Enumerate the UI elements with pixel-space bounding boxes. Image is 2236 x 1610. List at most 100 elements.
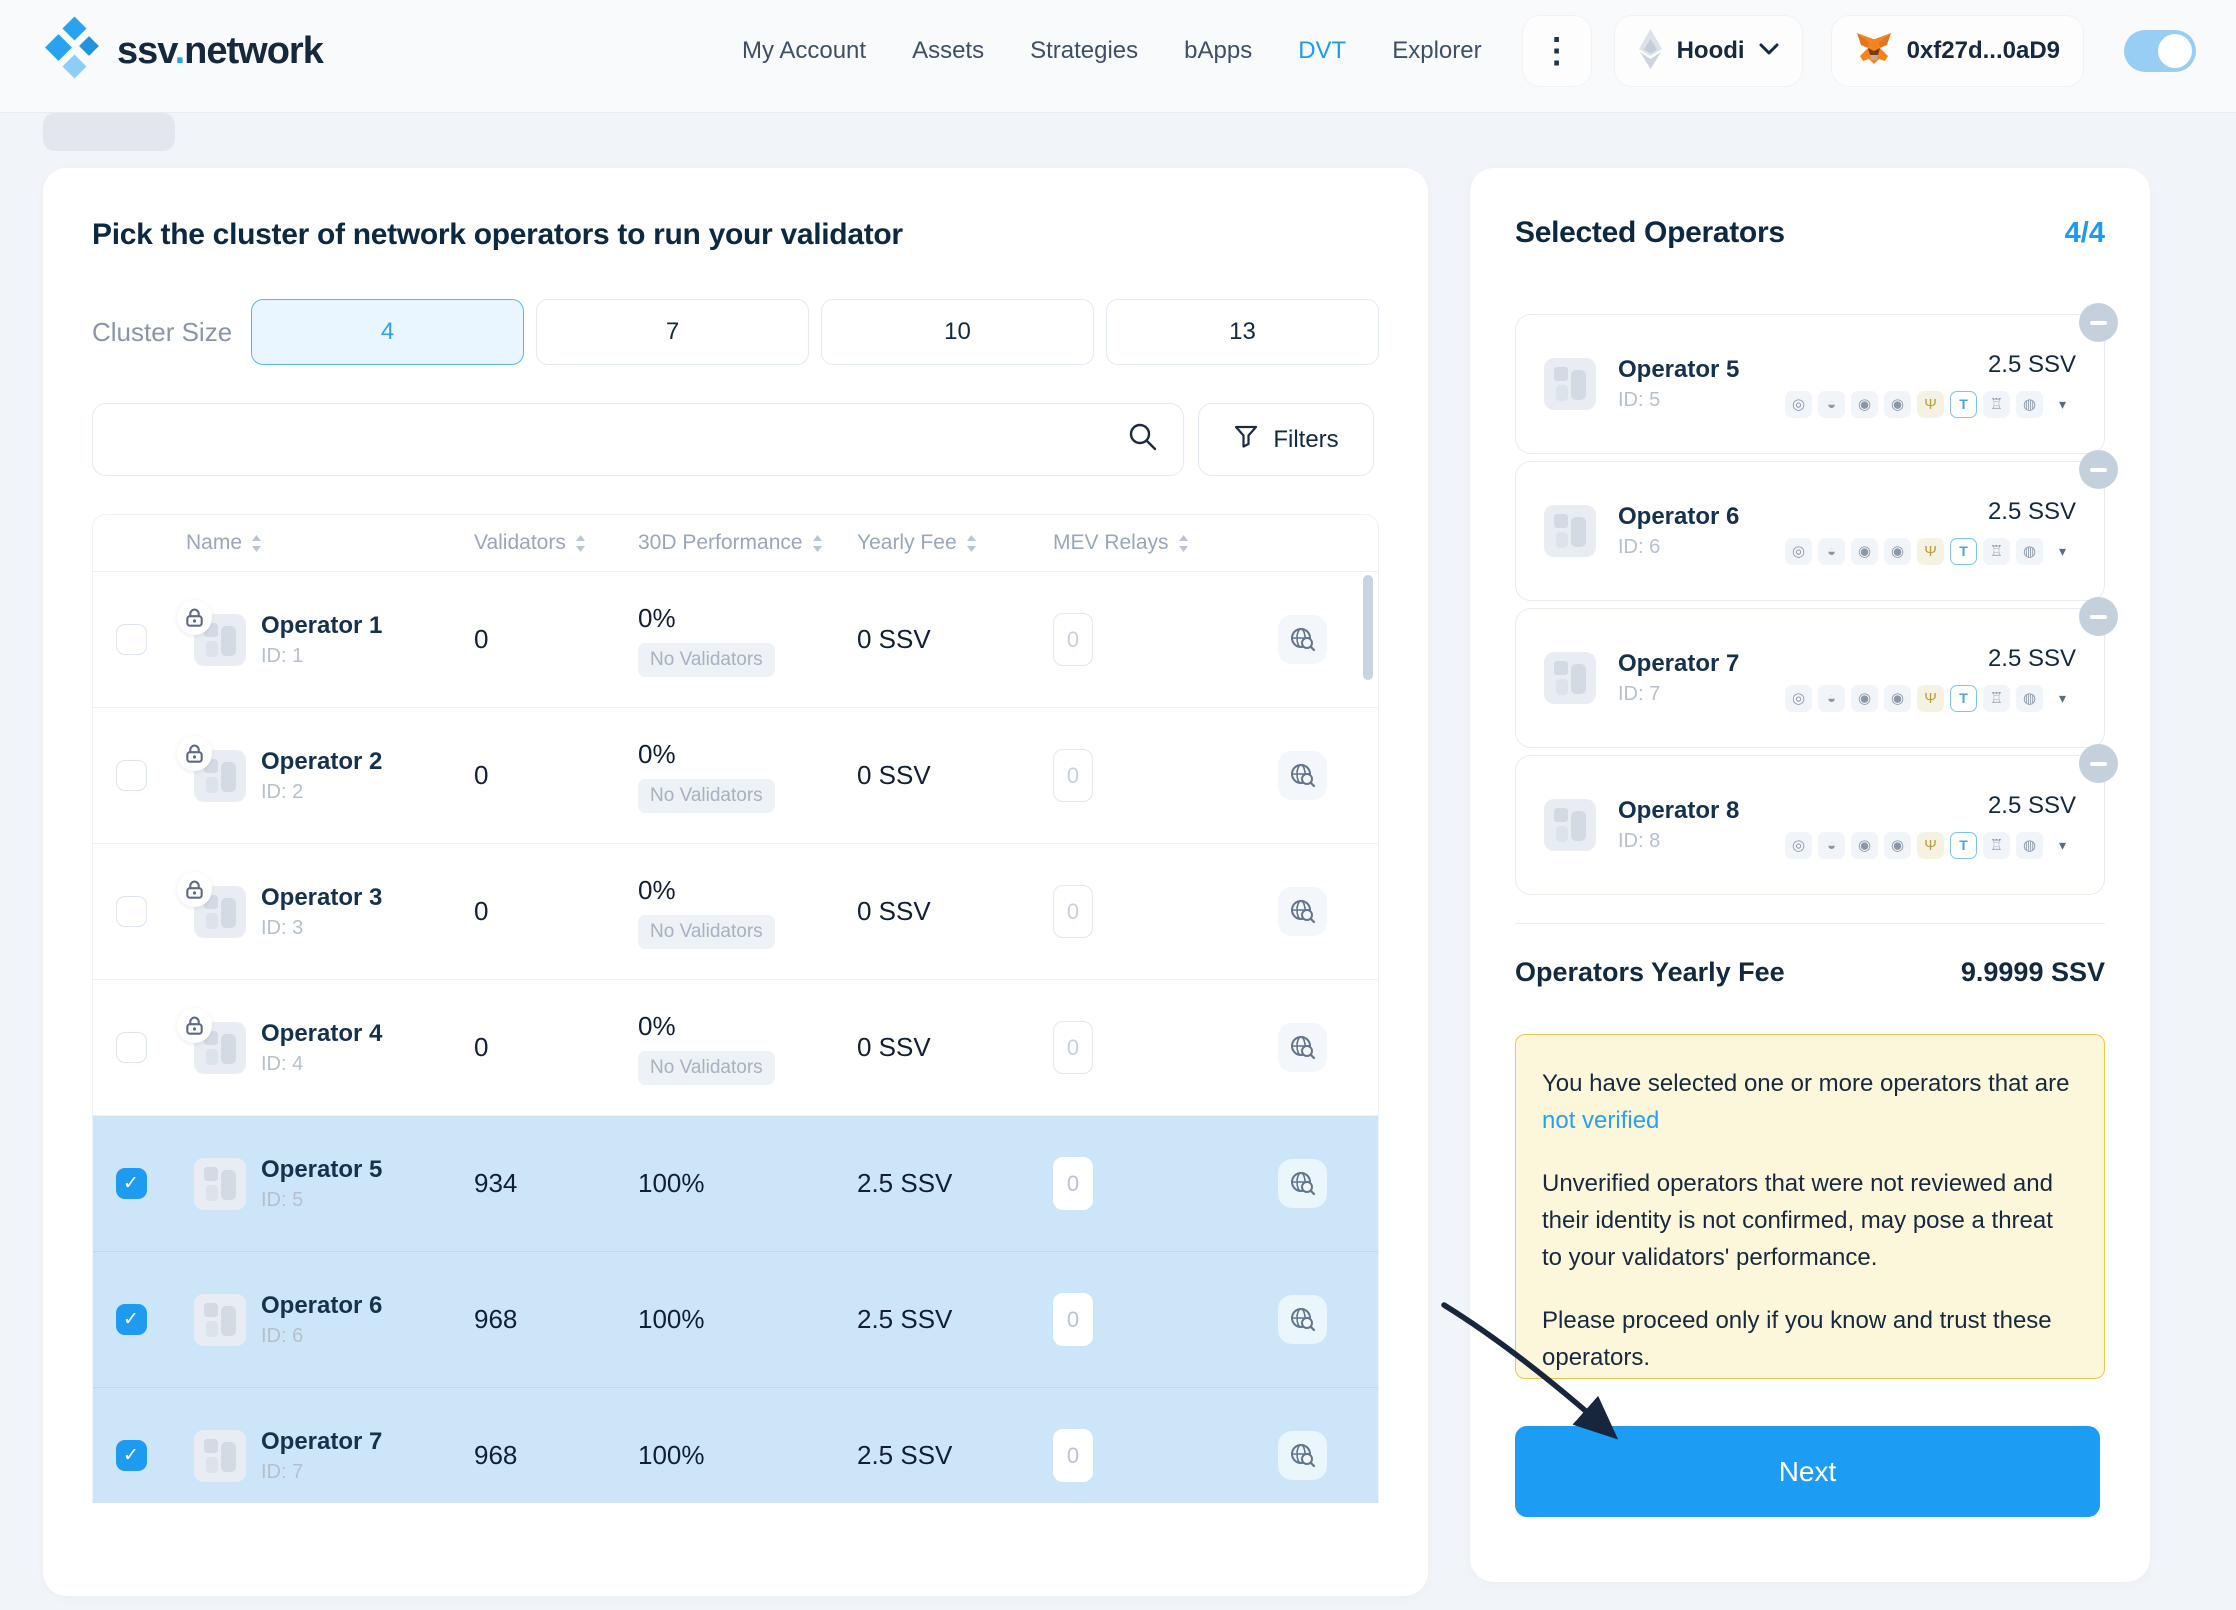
yearly-fee-cell: 2.5 SSV: [857, 1440, 953, 1470]
row-checkbox[interactable]: ✓: [115, 624, 147, 655]
operator-name: Operator 5: [261, 1155, 383, 1183]
validators-count: 968: [474, 1440, 518, 1470]
search-box[interactable]: [92, 403, 1184, 476]
remove-operator-button[interactable]: [2079, 597, 2118, 636]
nav-link-bapps[interactable]: bApps: [1184, 37, 1253, 64]
sort-icon: [812, 534, 822, 552]
operator-avatar: [1544, 505, 1596, 557]
explorer-icon[interactable]: [1278, 1023, 1327, 1072]
cluster-size-option-7[interactable]: 7: [536, 299, 809, 365]
validators-count: 0: [474, 1032, 489, 1062]
column-header-performance[interactable]: 30D Performance: [638, 531, 857, 555]
mev-relay-icon: ◍: [2016, 390, 2043, 418]
remove-operator-button[interactable]: [2079, 303, 2118, 342]
mev-relay-icon: ◉: [1851, 684, 1878, 712]
check-icon: ✓: [123, 1173, 139, 1194]
theme-toggle[interactable]: [2124, 30, 2196, 72]
filters-button[interactable]: Filters: [1198, 403, 1374, 476]
table-row[interactable]: ✓ Operator 2 ID: 2 0 0% No Validators 0 …: [93, 708, 1378, 844]
mev-relays-count[interactable]: 0: [1053, 749, 1093, 802]
nav-link-assets[interactable]: Assets: [912, 37, 985, 64]
table-row[interactable]: ✓ Operator 6 ID: 6 968 100% 2.5 SSV 0: [93, 1252, 1378, 1388]
mev-relays-count[interactable]: 0: [1053, 1021, 1093, 1074]
next-button[interactable]: Next: [1515, 1426, 2100, 1517]
explorer-icon[interactable]: [1278, 615, 1327, 664]
filters-label: Filters: [1273, 425, 1339, 453]
wallet-address: 0xf27d...0aD9: [1906, 37, 2060, 64]
row-checkbox[interactable]: ✓: [115, 1304, 147, 1335]
validators-count: 934: [474, 1168, 518, 1198]
ethereum-icon: [1638, 28, 1663, 74]
table-row[interactable]: ✓ Operator 3 ID: 3 0 0% No Validators 0 …: [93, 844, 1378, 980]
app-logo[interactable]: ssv.network: [45, 15, 324, 87]
lock-icon: [177, 735, 212, 771]
remove-operator-button[interactable]: [2079, 450, 2118, 489]
check-icon: ✓: [123, 1036, 139, 1059]
cluster-size-option-10[interactable]: 10: [821, 299, 1094, 365]
row-checkbox[interactable]: ✓: [115, 1168, 147, 1199]
wallet-button[interactable]: 0xf27d...0aD9: [1830, 15, 2084, 87]
network-selector[interactable]: Hoodi: [1613, 15, 1803, 87]
nav-link-my-account[interactable]: My Account: [742, 37, 867, 64]
operators-table: Name Validators 30D Performance Yearly F…: [92, 514, 1379, 1503]
selected-operator-card: Operator 7 ID: 7 2.5 SSV ◎ ◒ ◉ ◉ Ψ T ♖ ◍ ▾: [1515, 597, 2118, 748]
table-scrollbar[interactable]: [1363, 575, 1373, 680]
mev-relays-count[interactable]: 0: [1053, 1429, 1093, 1482]
mev-relays-count[interactable]: 0: [1053, 885, 1093, 938]
column-header-yearly-fee[interactable]: Yearly Fee: [857, 531, 1053, 555]
nav-link-strategies[interactable]: Strategies: [1030, 37, 1139, 64]
mev-relay-icon: ◍: [2016, 537, 2043, 565]
page-title: Pick the cluster of network operators to…: [92, 218, 903, 251]
row-checkbox[interactable]: ✓: [115, 1032, 147, 1063]
yearly-fee-cell: 0 SSV: [857, 1032, 931, 1062]
operator-name: Operator 7: [261, 1427, 383, 1455]
mev-relay-icon: ◉: [1884, 390, 1911, 418]
table-row[interactable]: ✓ Operator 7 ID: 7 968 100% 2.5 SSV 0: [93, 1388, 1378, 1503]
explorer-icon[interactable]: [1278, 1295, 1327, 1344]
column-header-validators[interactable]: Validators: [474, 531, 638, 555]
operator-fee: 2.5 SSV: [1987, 350, 2076, 378]
search-input[interactable]: [117, 425, 1127, 454]
explorer-icon[interactable]: [1278, 1159, 1327, 1208]
row-checkbox[interactable]: ✓: [115, 896, 147, 927]
table-row[interactable]: ✓ Operator 5 ID: 5 934 100% 2.5 SSV 0: [93, 1116, 1378, 1252]
remove-operator-button[interactable]: [2079, 744, 2118, 783]
mev-relays-count[interactable]: 0: [1053, 1293, 1093, 1346]
mev-relays-count[interactable]: 0: [1053, 613, 1093, 666]
warning-line1: You have selected one or more operators …: [1542, 1070, 2070, 1097]
nav-link-dvt[interactable]: DVT: [1298, 37, 1347, 64]
explorer-icon[interactable]: [1278, 751, 1327, 800]
operator-fee: 2.5 SSV: [1987, 644, 2076, 672]
explorer-icon[interactable]: [1278, 1431, 1327, 1480]
cluster-size-option-13[interactable]: 13: [1106, 299, 1379, 365]
logo-text: ssv.network: [117, 29, 324, 72]
operator-avatar: [194, 1429, 246, 1482]
kebab-menu-icon[interactable]: ⋮: [1521, 15, 1592, 87]
no-validators-badge: No Validators: [638, 642, 775, 677]
no-validators-badge: No Validators: [638, 1050, 775, 1085]
cluster-size-row: Cluster Size 4 7 10 13: [92, 299, 1379, 365]
mev-relay-icon: ◉: [1884, 537, 1911, 565]
mev-relays-count[interactable]: 0: [1053, 1157, 1093, 1210]
cluster-size-option-4[interactable]: 4: [251, 299, 524, 365]
mev-relay-icon: T: [1950, 831, 1977, 859]
not-verified-link[interactable]: not verified: [1542, 1107, 1660, 1134]
performance-value: 0%: [638, 874, 676, 905]
column-header-name[interactable]: Name: [93, 531, 474, 555]
performance-value: 100%: [638, 1168, 705, 1198]
funnel-icon: [1233, 423, 1259, 456]
cluster-size-options: 4 7 10 13: [251, 299, 1379, 365]
selected-operator-card: Operator 5 ID: 5 2.5 SSV ◎ ◒ ◉ ◉ Ψ T ♖ ◍ ▾: [1515, 303, 2118, 454]
column-header-mev-relays[interactable]: MEV Relays: [1053, 531, 1278, 555]
table-row[interactable]: ✓ Operator 4 ID: 4 0 0% No Validators 0 …: [93, 980, 1378, 1116]
row-checkbox[interactable]: ✓: [115, 1440, 147, 1471]
explorer-icon[interactable]: [1278, 887, 1327, 936]
nav-link-explorer[interactable]: Explorer: [1392, 37, 1482, 64]
back-chip[interactable]: [43, 113, 175, 151]
table-row[interactable]: ✓ Operator 1 ID: 1 0 0% No Validators 0 …: [93, 572, 1378, 708]
row-checkbox[interactable]: ✓: [115, 760, 147, 791]
check-icon: ✓: [123, 1309, 139, 1330]
mev-relay-icon: Ψ: [1917, 390, 1944, 418]
mev-relay-icon: ◒: [1818, 684, 1845, 712]
performance-value: 100%: [638, 1304, 705, 1334]
